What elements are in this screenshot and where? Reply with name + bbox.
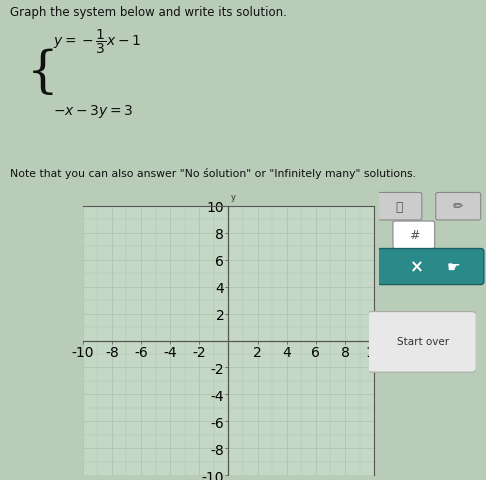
FancyBboxPatch shape xyxy=(367,312,476,372)
FancyBboxPatch shape xyxy=(393,222,434,249)
FancyBboxPatch shape xyxy=(377,193,422,220)
Text: ☛: ☛ xyxy=(447,260,461,275)
Text: ⬜: ⬜ xyxy=(396,200,403,213)
Text: $y=-\dfrac{1}{3}x-1$: $y=-\dfrac{1}{3}x-1$ xyxy=(53,28,141,56)
Text: Note that you can also answer "No śolution" or "Infinitely many" solutions.: Note that you can also answer "No śoluti… xyxy=(10,168,416,178)
FancyBboxPatch shape xyxy=(436,193,481,220)
Text: x: x xyxy=(382,334,386,343)
Text: ×: × xyxy=(410,258,423,276)
FancyBboxPatch shape xyxy=(376,249,484,285)
Text: ✏: ✏ xyxy=(453,200,464,213)
Text: Start over: Start over xyxy=(397,336,449,346)
Text: Graph the system below and write its solution.: Graph the system below and write its sol… xyxy=(10,6,287,19)
Text: #: # xyxy=(409,229,419,242)
Text: {: { xyxy=(27,48,58,97)
Text: $-x-3y=3$: $-x-3y=3$ xyxy=(53,103,134,120)
Text: y: y xyxy=(230,192,235,202)
